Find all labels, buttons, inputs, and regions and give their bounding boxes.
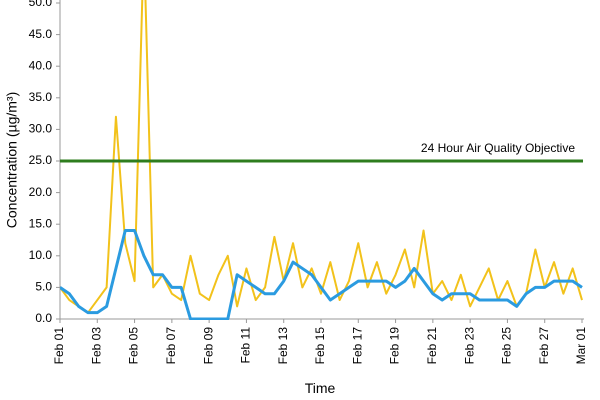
x-tick-label: Feb 07	[164, 327, 178, 365]
x-tick-label: Feb 03	[89, 327, 103, 365]
x-tick-label: Feb 11	[239, 327, 253, 364]
x-tick-label: Feb 23	[462, 327, 476, 365]
x-tick-label: Feb 27	[537, 327, 551, 365]
x-tick-label: Feb 21	[425, 327, 439, 365]
y-tick-label: 30.0	[29, 122, 53, 136]
y-tick-label: 5.0	[35, 280, 52, 294]
y-tick-label: 40.0	[29, 58, 53, 72]
y-tick-label: 15.0	[29, 216, 53, 230]
y-tick-label: 0.0	[35, 311, 52, 325]
series-line	[60, 0, 583, 314]
x-tick-label: Mar 01	[574, 327, 588, 365]
y-tick-label: 10.0	[29, 248, 53, 262]
y-tick-label: 20.0	[29, 185, 53, 199]
x-tick-label: Feb 09	[201, 327, 215, 365]
series-line	[60, 229, 583, 320]
y-tick-label: 35.0	[29, 90, 53, 104]
objective-label: 24 Hour Air Quality Objective	[421, 141, 575, 155]
x-tick-label: Feb 05	[127, 327, 141, 365]
x-tick-label: Feb 13	[276, 327, 290, 365]
y-tick-label: 45.0	[29, 27, 53, 41]
x-tick-label: Feb 17	[350, 327, 364, 365]
y-tick-label: 25.0	[29, 153, 53, 167]
y-axis-label: Concentration (µg/m³)	[4, 92, 20, 228]
x-axis-label: Time	[305, 380, 336, 396]
x-tick-label: Feb 01	[52, 327, 66, 365]
x-tick-label: Feb 25	[500, 327, 514, 365]
x-tick-label: Feb 15	[313, 327, 327, 365]
y-tick-label: 50.0	[29, 0, 53, 9]
x-tick-label: Feb 19	[388, 327, 402, 365]
